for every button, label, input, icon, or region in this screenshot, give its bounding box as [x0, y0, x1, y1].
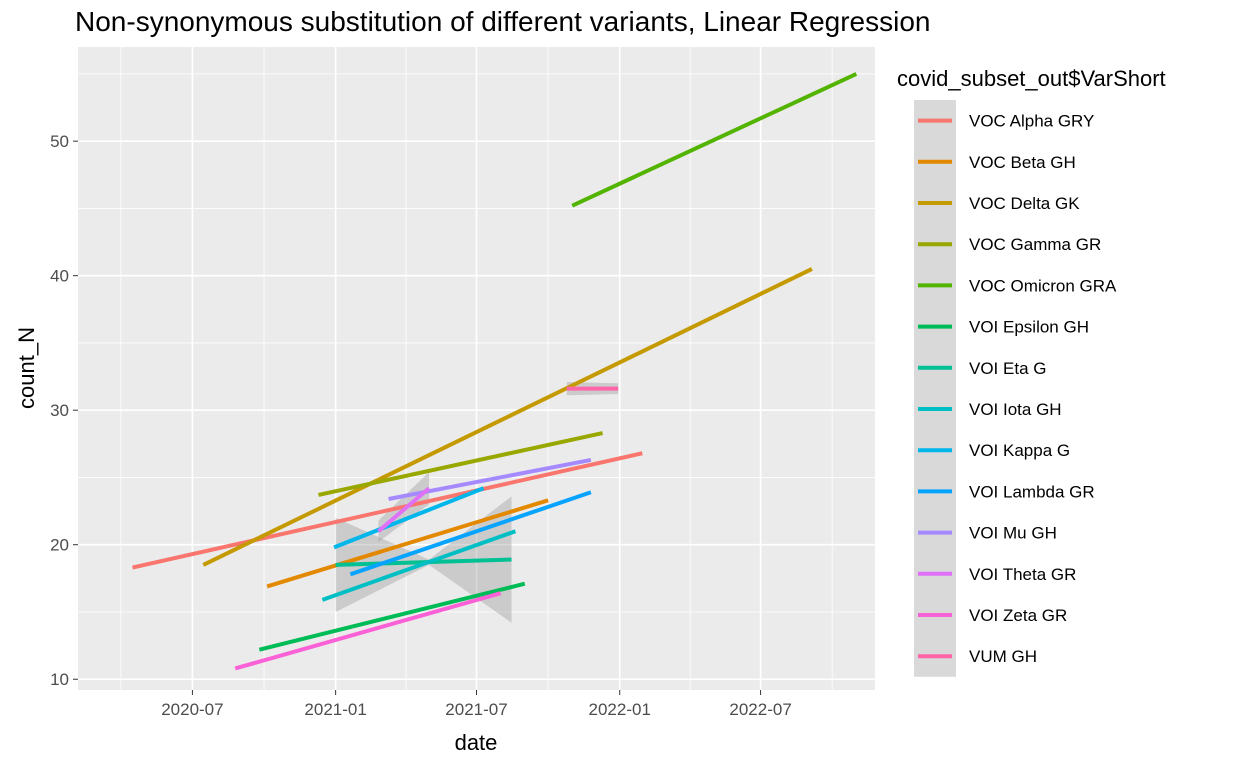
legend-label: VOI Eta G [969, 359, 1046, 378]
y-tick-label: 30 [50, 401, 69, 420]
legend-label: VOI Kappa G [969, 441, 1070, 460]
confidence-band [335, 496, 512, 623]
legend-title: covid_subset_out$VarShort [897, 66, 1166, 91]
y-axis-title: count_N [14, 327, 39, 409]
legend-label: VOI Epsilon GH [969, 318, 1089, 337]
series-line [258, 581, 526, 652]
series-line [234, 591, 502, 671]
x-tick-label: 2021-07 [445, 700, 507, 719]
series-line [377, 486, 431, 533]
x-tick-label: 2022-01 [589, 700, 651, 719]
legend-label: VOI Zeta GR [969, 606, 1067, 625]
x-axis-title: date [455, 730, 498, 755]
series-lines [132, 72, 858, 671]
legend-label: VUM GH [969, 647, 1037, 666]
legend-key-background [914, 100, 956, 677]
series-line [321, 529, 517, 602]
series-line [571, 72, 858, 208]
legend-label: VOI Mu GH [969, 524, 1057, 543]
y-axis: 10 20 30 40 50 [50, 132, 78, 689]
x-tick-label: 2021-01 [304, 700, 366, 719]
series-line [333, 486, 485, 550]
chart-title: Non-synonymous substitution of different… [75, 6, 931, 37]
legend-label: VOC Gamma GR [969, 235, 1101, 254]
series-line [132, 451, 643, 570]
y-tick-label: 10 [50, 670, 69, 689]
legend-label: VOC Beta GH [969, 153, 1076, 172]
y-tick-label: 40 [50, 267, 69, 286]
legend-label: VOI Iota GH [969, 400, 1062, 419]
y-tick-label: 20 [50, 536, 69, 555]
y-tick-label: 50 [50, 132, 69, 151]
series-line [349, 490, 592, 577]
series-line [202, 267, 813, 567]
x-tick-label: 2020-07 [161, 700, 223, 719]
legend-label: VOI Lambda GR [969, 482, 1095, 501]
grid-major [78, 47, 875, 690]
x-tick-label: 2022-07 [729, 700, 791, 719]
legend: VOC Alpha GRY VOC Beta GH VOC Delta GK VOC … [914, 100, 1117, 677]
legend-label: VOC Delta GK [969, 194, 1080, 213]
legend-label: VOC Omicron GRA [969, 276, 1117, 295]
legend-label: VOC Alpha GRY [969, 112, 1094, 131]
series-line [266, 498, 549, 589]
x-axis: 2020-07 2021-01 2021-07 2022-01 2022-07 [161, 690, 792, 719]
series-line [318, 431, 604, 497]
legend-label: VOI Theta GR [969, 565, 1076, 584]
